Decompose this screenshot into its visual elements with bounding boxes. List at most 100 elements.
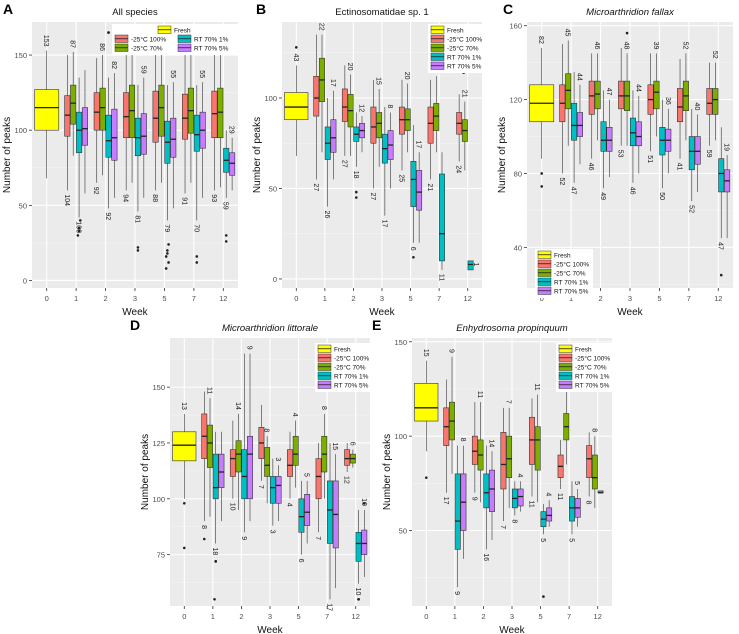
sample-size-label: 8 xyxy=(200,525,207,529)
box-rt-70-1-week-5: 6 xyxy=(409,125,417,259)
legend-item-rt-70-1: RT 70% 1% xyxy=(537,277,589,287)
legend-item-rt-70-1: RT 70% 1% xyxy=(558,371,610,381)
sample-size-label: 9 xyxy=(453,591,460,595)
box-25c-100-week-7: 7 xyxy=(314,442,322,540)
box-rt-70-5-week-1: 8 xyxy=(459,438,467,559)
legend-item-fresh: Fresh xyxy=(317,344,351,354)
legend-label: RT 70% 1% xyxy=(575,374,610,381)
sample-size-label: 104 xyxy=(63,194,70,206)
sample-size-label: 88 xyxy=(151,194,158,202)
outlier-point xyxy=(107,31,110,34)
sample-size-label: 3 xyxy=(268,530,275,534)
sample-size-label: 6 xyxy=(409,247,416,251)
y-tick-label: 150 xyxy=(152,383,165,392)
box-body xyxy=(718,158,725,193)
box-body xyxy=(706,88,713,115)
box-body xyxy=(529,416,535,465)
sample-size-label: 11 xyxy=(438,274,445,281)
sample-size-label: 9 xyxy=(448,349,455,353)
legend: Fresh-25°C 100%-25°C 70%RT 70% 1%RT 70% … xyxy=(112,24,240,55)
box-25c-70-week-5: 39 xyxy=(652,42,660,137)
panel-letter: D xyxy=(130,317,140,333)
box-25c-100-week-5: 4 xyxy=(286,431,293,507)
x-tick-label: 12 xyxy=(352,612,360,621)
x-tick-label: 3 xyxy=(380,294,384,303)
box-rt-70-1-week-1: 100 xyxy=(75,77,83,237)
box-body xyxy=(506,435,513,478)
box-25c-100-week-5: 11 xyxy=(528,398,535,508)
box-body xyxy=(211,90,218,139)
legend-label: RT 70% 5% xyxy=(194,46,229,53)
box-body xyxy=(586,445,593,478)
sample-size-label: 41 xyxy=(676,163,683,171)
box-25c-100-week-2: 9 xyxy=(470,402,478,501)
y-tick-label: 100 xyxy=(394,432,407,441)
outlier-point xyxy=(224,240,228,243)
legend-item-fresh: Fresh xyxy=(537,250,571,260)
box-rt-70-1-week-7: 11 xyxy=(438,152,445,281)
box-rt-70-5-week-3: 44 xyxy=(634,84,642,174)
outlier-point xyxy=(77,229,81,233)
box-body xyxy=(218,453,225,488)
legend-label: RT 70% 5% xyxy=(575,383,610,390)
box-25c-70-week-5: 4 xyxy=(291,413,299,488)
box-body xyxy=(292,435,299,466)
x-tick-label: 7 xyxy=(325,612,329,621)
sample-size-label: 7 xyxy=(314,536,321,540)
sample-size-label: 4 xyxy=(516,474,523,478)
sample-size-label: 82 xyxy=(537,36,544,44)
box-body xyxy=(618,80,625,110)
x-tick-label: 5 xyxy=(408,294,412,303)
sample-size-label: 48 xyxy=(623,42,630,50)
sample-size-label: 11 xyxy=(533,383,540,390)
x-axis-label: Week xyxy=(122,307,148,318)
box-body xyxy=(64,95,71,137)
box-rt-70-1-week-12: 59 xyxy=(222,130,230,243)
sample-size-label: 82 xyxy=(110,61,117,69)
box-rt-70-5-week-1 xyxy=(218,431,225,522)
box-body xyxy=(361,529,368,555)
sample-size-label: 47 xyxy=(605,88,612,96)
sample-size-label: 94 xyxy=(122,194,129,202)
box-rt-70-5-week-3: 8 xyxy=(386,105,394,189)
outlier-point xyxy=(719,273,723,277)
box-25c-70-week-1: 9 xyxy=(448,349,455,474)
outlier-point xyxy=(77,226,81,230)
x-tick-label: 3 xyxy=(268,612,272,621)
sample-size-label: 17 xyxy=(442,497,449,505)
sample-size-label: 87 xyxy=(69,40,76,48)
x-tick-label: 0 xyxy=(540,294,544,303)
outlier-point xyxy=(167,243,170,246)
outlier-point xyxy=(166,249,169,252)
box-rt-70-5-week-3: 3 xyxy=(274,457,282,522)
box-rt-70-1-week-2: 49 xyxy=(599,90,607,200)
sample-size-label: 70 xyxy=(192,224,199,232)
box-body xyxy=(500,432,507,490)
box-body xyxy=(606,126,613,152)
box-body xyxy=(576,112,583,137)
outlier-point xyxy=(294,46,298,49)
y-axis-label: Number of peaks xyxy=(252,117,263,193)
box-25c-100-week-7: 21 xyxy=(426,79,434,191)
boxplot-group: 15179989111614778411115411115588 xyxy=(414,349,604,598)
legend-item-25c-100: -25°C 100% xyxy=(537,259,589,269)
legend-label: -25°C 100% xyxy=(131,36,166,44)
outlier-point xyxy=(164,255,168,258)
box-body xyxy=(653,80,660,110)
sample-size-label: 15 xyxy=(331,442,338,450)
sample-size-label: 5 xyxy=(573,481,580,485)
sample-size-label: 52 xyxy=(711,51,718,59)
sample-size-label: 59 xyxy=(222,202,229,210)
box-body xyxy=(467,260,474,271)
box-rt-70-1-week-12: 47 xyxy=(717,127,725,277)
sample-size-label: 20 xyxy=(346,63,353,71)
box-body xyxy=(170,117,177,158)
box-rt-70-1-week-12: 1 xyxy=(467,260,479,271)
x-tick-label: 7 xyxy=(687,294,691,303)
legend: Fresh-25°C 100%-25°C 70%RT 70% 1%RT 70% … xyxy=(315,343,373,392)
box-25c-70-week-2: 14 xyxy=(234,402,242,510)
sample-size-label: 29 xyxy=(228,126,235,134)
outlier-point xyxy=(362,501,366,505)
box-body xyxy=(99,87,106,131)
